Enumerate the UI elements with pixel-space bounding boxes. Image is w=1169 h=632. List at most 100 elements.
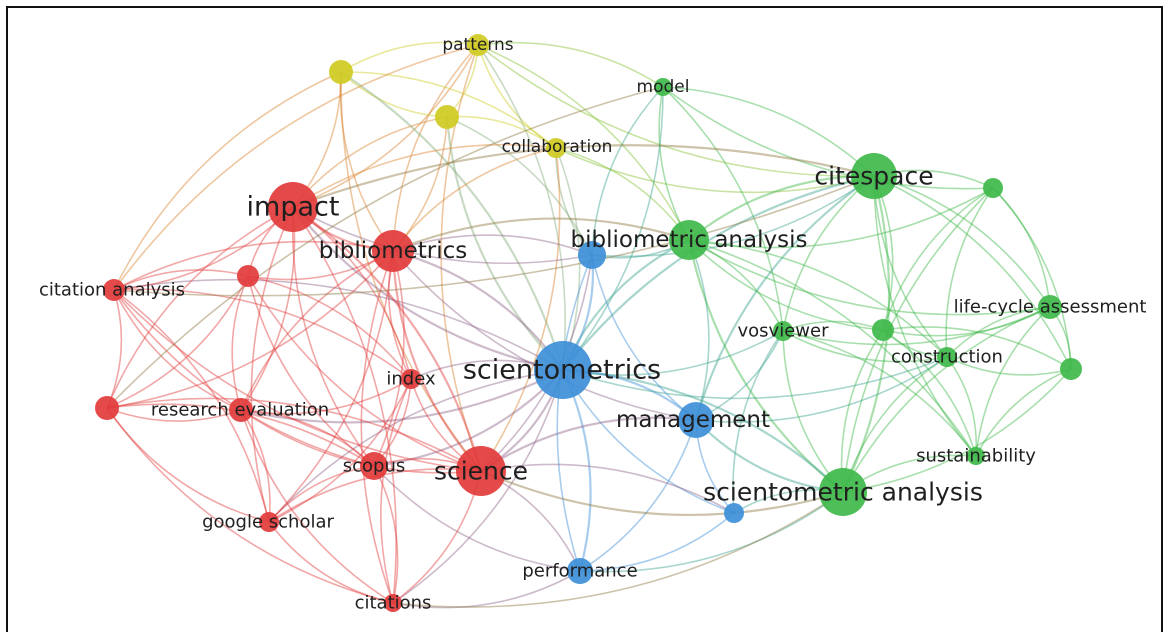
node-scientometric-analysis[interactable]	[819, 468, 867, 516]
node-science[interactable]	[456, 446, 506, 496]
edge-citespace-construction	[873, 175, 948, 358]
edge-y1-bibliometrics	[339, 71, 394, 252]
label-sustainability: sustainability	[916, 446, 1036, 467]
label-google-scholar: google scholar	[202, 512, 334, 533]
edge-impact-citations	[292, 206, 397, 604]
edge-y2-bibliometrics	[392, 116, 448, 252]
edge-patterns-scientometrics	[477, 44, 566, 371]
edge-g2-scientometric-analysis	[840, 329, 884, 493]
edge-y1-collaboration	[340, 71, 557, 149]
edge-index-citations	[380, 378, 412, 604]
node-sustainability[interactable]	[967, 447, 985, 465]
node-g2[interactable]	[872, 319, 894, 341]
edge-citespace-b1	[591, 175, 875, 258]
node-citations[interactable]	[384, 594, 402, 612]
edge-science-scientometric-analysis	[480, 469, 844, 516]
node-r2[interactable]	[95, 396, 119, 420]
edge-patterns-science	[440, 44, 482, 472]
node-index[interactable]	[401, 369, 421, 389]
edge-impact-scopus	[291, 206, 375, 467]
edge-vosviewer-b2	[732, 330, 784, 514]
edge-bibliometrics-citation-analysis	[113, 240, 394, 291]
edge-citation-analysis-patterns	[113, 44, 479, 291]
node-bibliometric-analysis[interactable]	[669, 220, 709, 260]
edge-management-performance	[579, 419, 697, 572]
edge-scientometrics-citation-analysis	[113, 278, 564, 371]
edge-performance-b2	[579, 512, 735, 572]
node-scopus[interactable]	[360, 452, 388, 480]
edge-patterns-impact	[292, 44, 479, 208]
node-model[interactable]	[654, 78, 672, 96]
node-collaboration[interactable]	[546, 138, 566, 158]
node-y2[interactable]	[435, 105, 459, 129]
node-performance[interactable]	[567, 558, 593, 584]
node-patterns[interactable]	[467, 34, 489, 56]
edge-construction-g3	[946, 356, 1072, 376]
label-impact: impact	[247, 192, 340, 223]
node-scientometrics[interactable]	[534, 341, 592, 399]
edge-y2-collaboration	[446, 115, 557, 149]
node-g1[interactable]	[983, 178, 1003, 198]
label-scientometric-analysis: scientometric analysis	[703, 478, 983, 507]
node-vosviewer[interactable]	[773, 321, 793, 341]
edge-impact-citation-analysis	[113, 206, 294, 291]
edge-bibliometrics-r2	[106, 250, 394, 409]
node-impact[interactable]	[268, 182, 318, 232]
edge-citation-analysis-science	[113, 289, 482, 472]
node-management[interactable]	[678, 402, 714, 438]
label-management: management	[616, 407, 770, 433]
edge-impact-google-scholar	[250, 206, 294, 523]
edge-scientometrics-impact	[292, 206, 564, 372]
label-patterns: patterns	[442, 35, 513, 55]
edge-bibliometric-analysis-construction	[688, 239, 948, 358]
edge-scientometrics-research-evaluation	[240, 369, 564, 424]
node-construction[interactable]	[937, 347, 957, 367]
edge-research-evaluation-r2	[106, 407, 242, 422]
edge-management-b1	[591, 254, 697, 421]
node-b2[interactable]	[724, 503, 744, 523]
node-citation-analysis[interactable]	[103, 279, 125, 301]
edge-y1-y2	[340, 71, 448, 118]
edge-impact-citespace	[292, 144, 875, 209]
edge-bibliometrics-citations	[360, 250, 394, 604]
node-research-evaluation[interactable]	[229, 398, 253, 422]
edge-scopus-citations	[373, 465, 399, 604]
edge-bibliometrics-science	[391, 250, 482, 472]
edge-scientometrics-b2	[562, 369, 735, 514]
edge-patterns-collaboration	[477, 44, 557, 149]
edge-b1-performance	[556, 254, 593, 572]
edge-r2-model	[106, 86, 664, 409]
edge-scientometrics-performance	[561, 369, 592, 572]
edge-y1-citation-analysis	[113, 71, 342, 291]
edge-r2-google-scholar	[106, 407, 270, 523]
edge-g1-g2	[882, 187, 994, 331]
edge-impact-index	[292, 206, 412, 380]
nodes-layer	[95, 34, 1082, 612]
edge-scientometrics-citations	[392, 369, 564, 604]
node-life-cycle-assessment[interactable]	[1038, 295, 1062, 319]
node-citespace[interactable]	[851, 153, 897, 199]
node-bibliometrics[interactable]	[372, 230, 414, 272]
edge-research-evaluation-scopus	[240, 409, 375, 467]
edge-impact-research-evaluation	[240, 206, 296, 411]
edge-vosviewer-g2	[782, 320, 884, 332]
node-g3[interactable]	[1060, 358, 1082, 380]
node-google-scholar[interactable]	[259, 512, 279, 532]
node-r1[interactable]	[237, 265, 259, 287]
edge-life-cycle-assessment-scientometric-analysis	[842, 306, 1051, 493]
edge-citespace-management	[694, 175, 875, 421]
edge-bibliometric-analysis-scientometric-analysis	[687, 239, 844, 493]
edge-r1-index	[247, 275, 412, 380]
edge-bibliometric-analysis-sustainability	[688, 239, 977, 457]
edge-model-scientometrics	[562, 86, 664, 371]
edge-life-cycle-assessment-g2	[882, 306, 1051, 337]
edge-life-cycle-assessment-construction	[946, 306, 1051, 358]
edge-google-scholar-citations	[268, 521, 394, 604]
node-b1[interactable]	[578, 241, 606, 269]
edge-r1-science	[247, 275, 482, 472]
node-y1[interactable]	[329, 60, 353, 84]
edge-y1-scientometrics	[340, 71, 565, 371]
edge-scientometric-analysis-scientometrics	[562, 368, 844, 493]
label-research-evaluation: research evaluation	[151, 400, 329, 421]
edge-index-google-scholar	[268, 378, 412, 523]
